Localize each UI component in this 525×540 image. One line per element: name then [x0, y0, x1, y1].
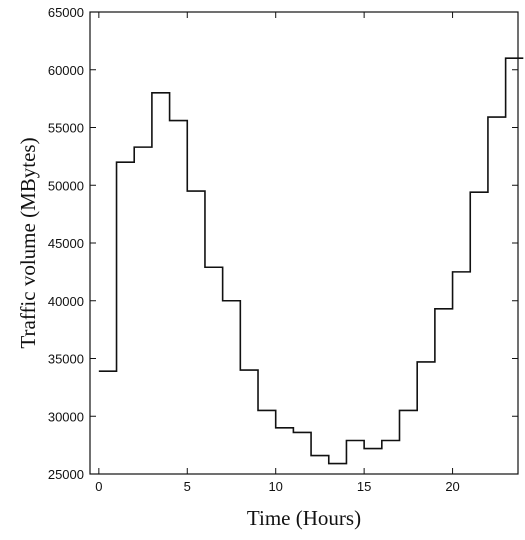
x-tick-label: 0 — [95, 479, 102, 494]
y-tick-label: 30000 — [48, 409, 84, 424]
x-tick-label: 10 — [268, 479, 282, 494]
x-axis-ticks: 0 5 10 15 20 — [95, 12, 460, 494]
x-axis-label: Time (Hours) — [247, 506, 361, 530]
x-tick-label: 20 — [445, 479, 459, 494]
plot-frame — [90, 12, 518, 474]
y-tick-label: 35000 — [48, 352, 84, 367]
x-tick-label: 5 — [184, 479, 191, 494]
y-tick-label: 40000 — [48, 294, 84, 309]
y-tick-label: 55000 — [48, 121, 84, 136]
y-axis-label: Traffic volume (MBytes) — [16, 137, 40, 348]
y-tick-label: 25000 — [48, 467, 84, 482]
y-tick-label: 65000 — [48, 5, 84, 20]
y-tick-label: 60000 — [48, 63, 84, 78]
y-tick-label: 45000 — [48, 236, 84, 251]
x-tick-label: 15 — [357, 479, 371, 494]
traffic-step-line — [99, 58, 523, 463]
y-tick-label: 50000 — [48, 178, 84, 193]
y-axis-ticks: 25000 30000 35000 40000 45000 50000 55000 60000… — [48, 5, 518, 482]
